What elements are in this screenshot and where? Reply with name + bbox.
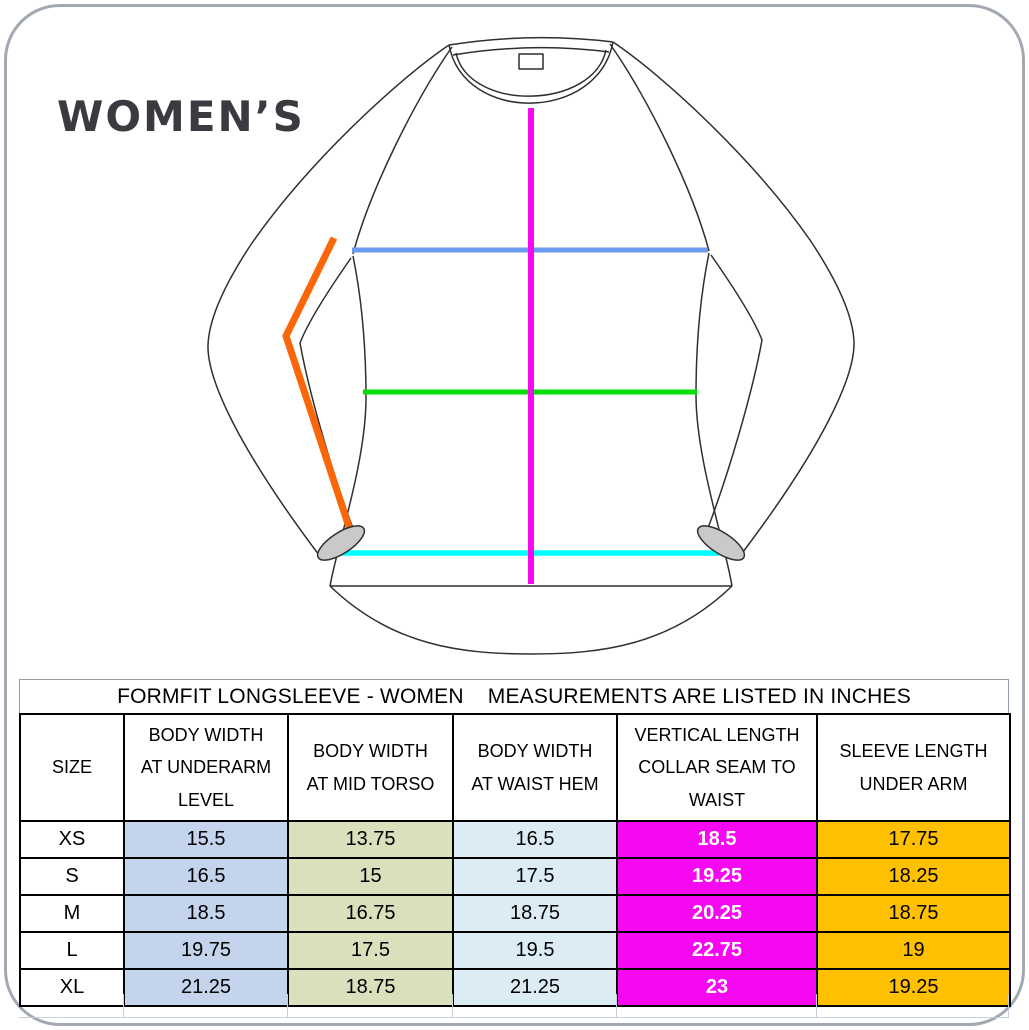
left-cuff <box>316 525 366 561</box>
collar-back-band <box>452 46 610 56</box>
value-cell: 19.75 <box>123 931 289 970</box>
column-header-size: SIZE <box>19 713 125 822</box>
column-header-sleeve-length: SLEEVE LENGTH UNDER ARM <box>816 713 1011 822</box>
value-cell: 16.75 <box>287 894 454 933</box>
drop-tail-hem <box>329 585 733 655</box>
column-header-vertical: VERTICAL LENGTH COLLAR SEAM TO WAIST <box>616 713 818 822</box>
gridline <box>452 994 453 1017</box>
value-cell: 18.75 <box>452 894 618 933</box>
value-cell: 18.5 <box>616 820 818 859</box>
right-sleeve-inner-edge <box>707 254 763 529</box>
table-title: FORMFIT LONGSLEEVE - WOMEN MEASUREMENTS … <box>19 679 1009 713</box>
column-header-waist-hem: BODY WIDTH AT WAIST HEM <box>452 713 618 822</box>
table-row: XS 15.5 13.75 16.5 18.5 17.75 <box>19 820 1011 859</box>
rounded-border-frame <box>4 4 1025 1026</box>
collar-back-top <box>448 36 614 46</box>
table-row: M 18.5 16.75 18.75 20.25 18.75 <box>19 894 1011 933</box>
table-row: XL 21.25 18.75 21.25 23 19.25 <box>19 968 1011 1007</box>
value-cell: 21.25 <box>452 968 618 1007</box>
value-cell: 18.75 <box>287 968 454 1007</box>
table-row: L 19.75 17.5 19.5 22.75 19 <box>19 931 1011 970</box>
value-cell: 16.5 <box>123 857 289 896</box>
value-cell: 18.5 <box>123 894 289 933</box>
right-cuff <box>696 525 746 561</box>
value-cell: 19.5 <box>452 931 618 970</box>
value-cell: 22.75 <box>616 931 818 970</box>
value-cell: 19 <box>816 931 1011 970</box>
size-cell: XS <box>19 820 125 859</box>
garment-diagram <box>207 36 855 655</box>
measure-line-sleeve-length <box>282 236 355 535</box>
collar-inner-scoop <box>455 49 607 97</box>
value-cell: 17.5 <box>452 857 618 896</box>
right-sleeve-outline <box>612 41 855 553</box>
header-row: SIZE BODY WIDTH AT UNDERARM LEVEL BODY W… <box>19 713 1011 822</box>
page-title: WOMEN’S <box>57 92 305 141</box>
value-cell: 18.25 <box>816 857 1011 896</box>
value-cell: 15.5 <box>123 820 289 859</box>
size-cell: L <box>19 931 125 970</box>
value-cell: 17.5 <box>287 931 454 970</box>
gridline <box>123 994 124 1017</box>
gridline <box>1008 994 1009 1017</box>
size-cell: XL <box>19 968 125 1007</box>
value-cell: 18.75 <box>816 894 1011 933</box>
value-cell: 15 <box>287 857 454 896</box>
size-table: FORMFIT LONGSLEEVE - WOMEN MEASUREMENTS … <box>19 679 1011 1007</box>
value-cell: 13.75 <box>287 820 454 859</box>
value-cell: 17.75 <box>816 820 1011 859</box>
left-raglan-seam <box>352 46 453 255</box>
value-cell: 21.25 <box>123 968 289 1007</box>
column-header-underarm: BODY WIDTH AT UNDERARM LEVEL <box>123 713 289 822</box>
left-sleeve-outline <box>207 44 450 556</box>
size-cell: M <box>19 894 125 933</box>
neck-tag <box>518 53 544 70</box>
gridline <box>19 1017 1009 1018</box>
right-raglan-seam <box>609 43 710 252</box>
value-cell: 16.5 <box>452 820 618 859</box>
value-cell: 19.25 <box>616 857 818 896</box>
column-header-mid-torso: BODY WIDTH AT MID TORSO <box>287 713 454 822</box>
gridline <box>287 994 288 1017</box>
gridline <box>616 994 617 1017</box>
value-cell: 20.25 <box>616 894 818 933</box>
table-title-note: MEASUREMENTS ARE LISTED IN INCHES <box>487 684 911 708</box>
collar-outer-scoop <box>448 41 614 104</box>
value-cell: 23 <box>616 968 818 1007</box>
table-row: S 16.5 15 17.5 19.25 18.25 <box>19 857 1011 896</box>
gridline <box>816 994 817 1017</box>
size-cell: S <box>19 857 125 896</box>
table-title-name: FORMFIT LONGSLEEVE - WOMEN <box>117 684 464 708</box>
value-cell: 19.25 <box>816 968 1011 1007</box>
